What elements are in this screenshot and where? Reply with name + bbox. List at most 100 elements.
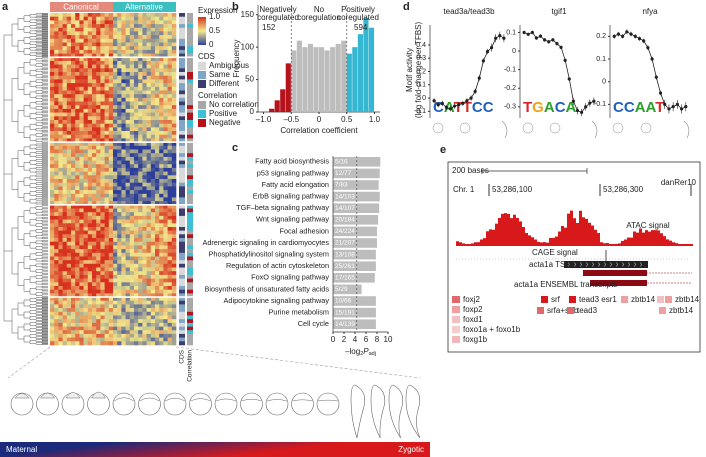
- heatmap-cell: [142, 300, 147, 305]
- heatmap-cell: [71, 267, 76, 272]
- heatmap-cell: [75, 219, 80, 224]
- data-point: [530, 30, 534, 35]
- heatmap-cell: [129, 120, 135, 124]
- dendrogram: [41, 127, 48, 130]
- heatmap-cell: [171, 120, 177, 124]
- heatmap-cell: [92, 289, 97, 294]
- data-point: [502, 36, 506, 40]
- heatmap-cell: [100, 260, 105, 265]
- dendrogram: [35, 263, 42, 268]
- heatmap-cell: [108, 252, 114, 257]
- heatmap-cell: [100, 256, 105, 261]
- heatmap-cell: [71, 289, 76, 294]
- heatmap-cell: [50, 286, 55, 290]
- heatmap-cell: [159, 160, 164, 165]
- heatmap-cell: [104, 49, 110, 54]
- heatmap-cell: [155, 112, 160, 117]
- heatmap-cell: [125, 149, 131, 154]
- heatmap-cell: [92, 297, 97, 301]
- heatmap-cell: [121, 271, 126, 276]
- heatmap-cell: [75, 149, 80, 154]
- heatmap-cell: [71, 182, 76, 187]
- heatmap-cell: [171, 293, 177, 298]
- heatmap-cell: [150, 249, 156, 254]
- heatmap-cell: [142, 101, 147, 106]
- heatmap-cell: [125, 286, 131, 290]
- heatmap-cell: [87, 46, 93, 51]
- x-axis-label: –log2Padj: [345, 347, 376, 357]
- heatmap-cell: [121, 24, 126, 29]
- x-tick-label: –0.5: [283, 115, 299, 124]
- heatmap-cell: [71, 245, 76, 250]
- heatmap-cell: [83, 315, 89, 320]
- heatmap-cell: [171, 35, 177, 40]
- bar-label: 12/77: [335, 170, 352, 177]
- x-axis-label: Correlation coefficient: [280, 126, 358, 135]
- heatmap-cell: [104, 86, 110, 91]
- heatmap-cell: [171, 49, 177, 54]
- heatmap-cell: [125, 101, 131, 106]
- dendrogram: [35, 211, 42, 216]
- heatmap-cell: [79, 105, 84, 110]
- dendrogram: [23, 323, 30, 331]
- heatmap-cell: [58, 53, 63, 58]
- heatmap-cell: [129, 138, 135, 143]
- embryo-detail: [164, 398, 186, 402]
- heatmap-cell: [163, 341, 168, 346]
- dendrogram: [41, 237, 48, 240]
- heatmap-cell: [113, 215, 118, 220]
- heatmap-cell: [104, 138, 110, 143]
- heatmap-cell: [66, 83, 72, 88]
- heatmap-cell: [125, 90, 131, 95]
- heatmap-cell: [150, 31, 156, 36]
- heatmap-cell: [75, 311, 80, 316]
- heatmap-cell: [92, 274, 97, 279]
- heatmap-cell: [150, 24, 156, 29]
- heatmap-cell: [66, 278, 72, 283]
- heatmap-cell: [75, 27, 80, 32]
- heatmap-cell: [71, 186, 76, 191]
- heatmap-cell: [129, 27, 135, 32]
- heatmap-cell: [171, 46, 177, 51]
- heatmap-cell: [66, 282, 72, 287]
- heatmap-cell: [50, 101, 55, 106]
- heatmap-cell: [108, 134, 114, 139]
- heatmap-cell: [79, 311, 84, 316]
- dendrogram: [35, 133, 42, 137]
- heatmap-cell: [155, 49, 160, 54]
- heatmap-cell: [83, 72, 89, 76]
- dendrogram: [29, 242, 36, 249]
- heatmap-cell: [117, 42, 122, 47]
- heatmap-cell: [167, 131, 173, 135]
- heatmap-cell: [138, 149, 143, 154]
- heatmap-cell: [92, 219, 97, 224]
- heatmap-cell: [121, 72, 126, 76]
- heatmap-cell: [50, 31, 55, 36]
- heatmap-cell: [50, 83, 55, 88]
- heatmap-cell: [54, 156, 59, 161]
- heatmap-cell: [104, 75, 110, 80]
- heatmap-cell: [75, 230, 80, 235]
- heatmap-cell: [121, 68, 126, 73]
- heatmap-cell: [58, 116, 63, 121]
- heatmap-cell: [79, 94, 84, 99]
- heatmap-cell: [125, 120, 131, 124]
- heatmap-cell: [75, 286, 80, 290]
- heatmap-cell: [58, 112, 63, 117]
- heatmap-cell: [159, 31, 164, 36]
- heatmap-cell: [163, 75, 168, 80]
- bar-label: 7/83: [335, 182, 348, 189]
- dendrogram: [35, 318, 42, 321]
- dendrogram: [41, 297, 48, 299]
- heatmap-cell: [150, 260, 156, 265]
- dendrogram: [41, 306, 48, 308]
- heatmap-cell: [62, 282, 68, 287]
- heatmap-cell: [108, 179, 114, 183]
- heatmap-cell: [117, 326, 122, 331]
- heatmap-cell: [113, 201, 118, 206]
- dendrogram: [35, 32, 42, 35]
- heatmap-cell: [142, 94, 147, 99]
- heatmap-cell: [62, 311, 68, 316]
- data-point: [629, 32, 633, 36]
- heatmap-cell: [171, 57, 177, 62]
